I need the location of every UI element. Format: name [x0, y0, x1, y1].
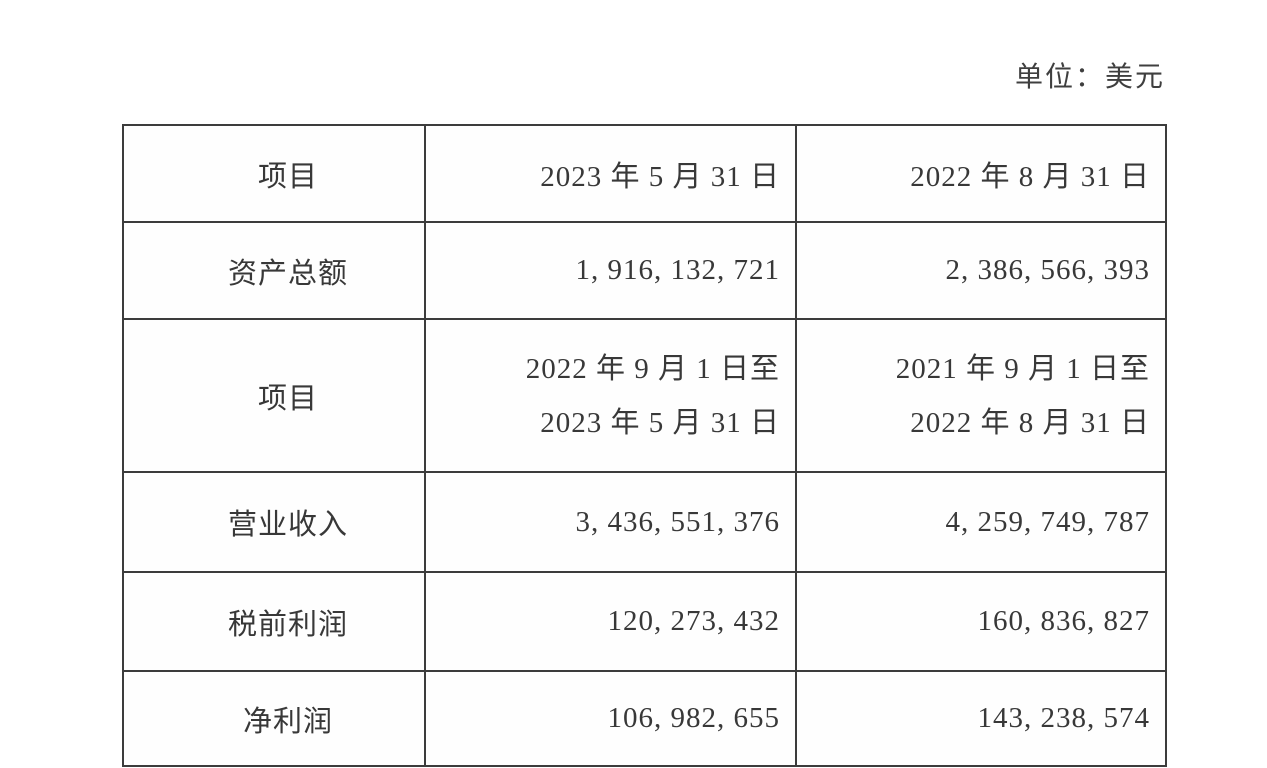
value-total-assets-prior: 2, 386, 566, 393 — [795, 221, 1167, 320]
value-revenue-current: 3, 436, 551, 376 — [424, 471, 797, 573]
financial-summary-table: 项目 2023 年 5 月 31 日 2022 年 8 月 31 日 资产总额 … — [122, 124, 1167, 767]
value-total-assets-current: 1, 916, 132, 721 — [424, 221, 797, 320]
table-row-net-profit: 净利润 106, 982, 655 143, 238, 574 — [122, 670, 1167, 767]
unit-label: 单位：美元 — [1014, 62, 1165, 93]
header-period-current-line2: 2023 年 5 月 31 日 — [540, 406, 780, 439]
table-row-pretax-profit: 税前利润 120, 273, 432 160, 836, 827 — [122, 571, 1167, 672]
table-row-header-period: 项目 2022 年 9 月 1 日至 2023 年 5 月 31 日 2021 … — [122, 318, 1167, 473]
table-row-total-assets: 资产总额 1, 916, 132, 721 2, 386, 566, 393 — [122, 221, 1167, 320]
header-item-cell-period: 项目 — [122, 318, 426, 473]
header-period-current-line1: 2022 年 9 月 1 日至 — [525, 352, 780, 385]
header-period-current: 2022 年 9 月 1 日至 2023 年 5 月 31 日 — [424, 318, 797, 473]
header-date-2022-08-31: 2022 年 8 月 31 日 — [795, 124, 1167, 223]
table-row-revenue: 营业收入 3, 436, 551, 376 4, 259, 749, 787 — [122, 471, 1167, 573]
header-period-prior: 2021 年 9 月 1 日至 2022 年 8 月 31 日 — [795, 318, 1167, 473]
header-date-2023-05-31: 2023 年 5 月 31 日 — [424, 124, 797, 223]
header-item-cell: 项目 — [122, 124, 426, 223]
row-label-net-profit: 净利润 — [122, 670, 426, 767]
table-row-header-balance: 项目 2023 年 5 月 31 日 2022 年 8 月 31 日 — [122, 124, 1167, 223]
row-label-pretax-profit: 税前利润 — [122, 571, 426, 672]
row-label-total-assets: 资产总额 — [122, 221, 426, 320]
value-pretax-profit-current: 120, 273, 432 — [424, 571, 797, 672]
header-period-prior-line1: 2021 年 9 月 1 日至 — [895, 352, 1150, 385]
value-net-profit-prior: 143, 238, 574 — [795, 670, 1167, 767]
row-label-revenue: 营业收入 — [122, 471, 426, 573]
value-pretax-profit-prior: 160, 836, 827 — [795, 571, 1167, 672]
header-period-prior-line2: 2022 年 8 月 31 日 — [910, 406, 1150, 439]
value-net-profit-current: 106, 982, 655 — [424, 670, 797, 767]
value-revenue-prior: 4, 259, 749, 787 — [795, 471, 1167, 573]
